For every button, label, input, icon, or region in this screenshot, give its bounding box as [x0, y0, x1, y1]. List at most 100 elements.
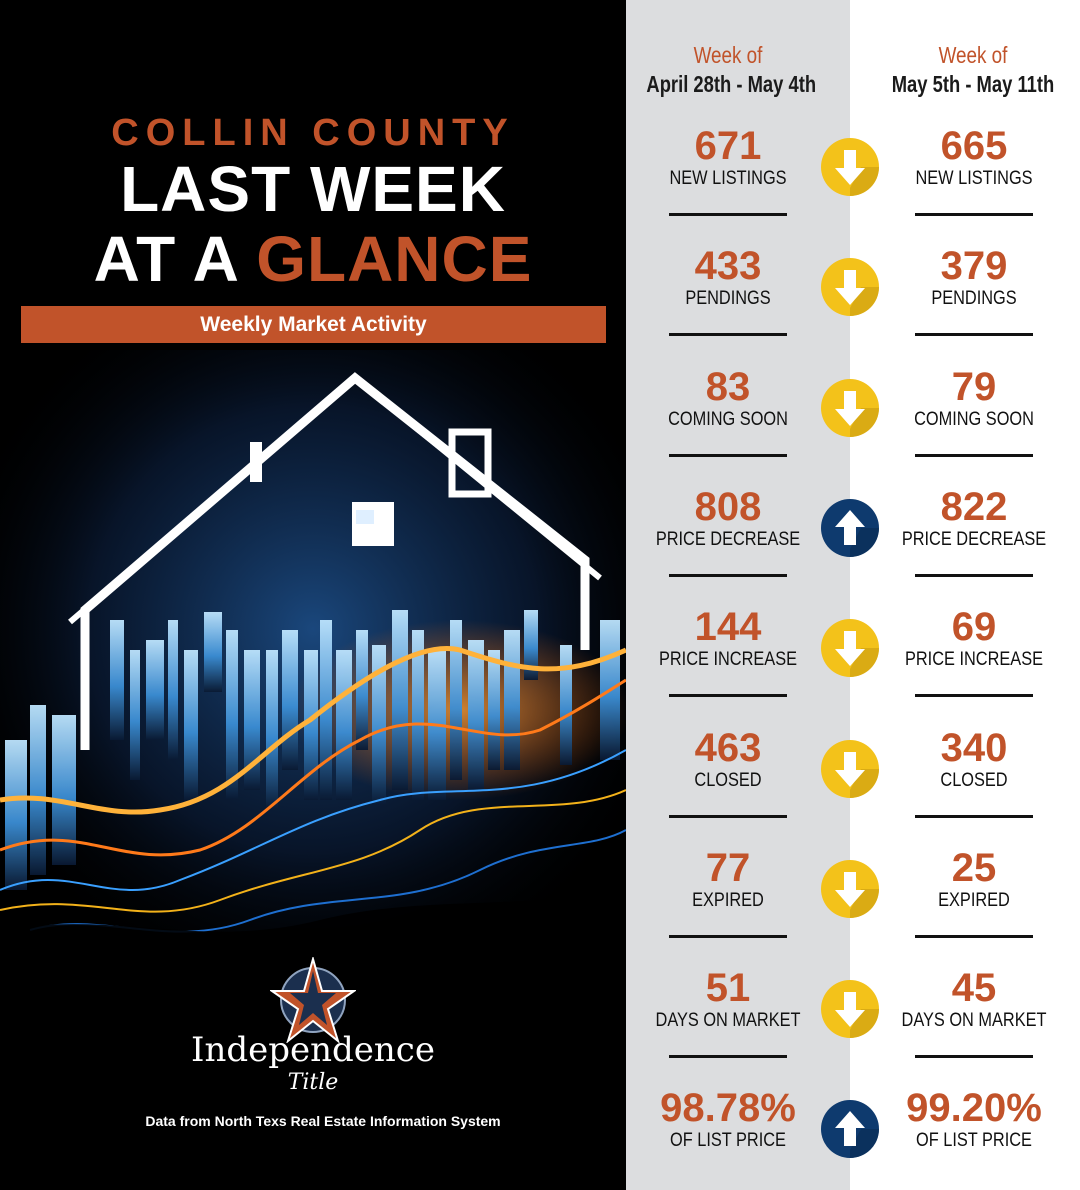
metric-value: 822	[940, 484, 1008, 529]
divider	[915, 213, 1033, 216]
metric-label: COMING SOON	[668, 408, 788, 430]
previous-week-metric: 77 EXPIRED	[636, 846, 820, 912]
logo-subtitle: Title	[287, 1070, 339, 1095]
trend-down-arrow-icon	[821, 619, 879, 678]
divider	[669, 213, 787, 216]
metric-value: 79	[951, 364, 997, 409]
metric-value: 98.78%	[660, 1086, 796, 1131]
divider	[915, 1055, 1033, 1059]
metric-value: 45	[951, 966, 997, 1011]
metric-value: 144	[694, 605, 762, 650]
metric-value: 665	[940, 124, 1008, 168]
current-week-metric: 822 PRICE DECREASE	[882, 485, 1066, 551]
divider	[915, 694, 1033, 698]
metric-label: OF LIST PRICE	[916, 1130, 1032, 1152]
headline-line1: LAST WEEK	[120, 153, 506, 225]
metric-value: 463	[694, 725, 762, 770]
metric-label: EXPIRED	[938, 889, 1010, 911]
metric-value: 25	[951, 845, 997, 890]
divider	[915, 934, 1033, 938]
previous-week-metric: 83 COMING SOON	[636, 365, 820, 431]
current-week-metric: 25 EXPIRED	[882, 846, 1066, 912]
metric-label: EXPIRED	[692, 889, 764, 911]
metric-value: 808	[694, 484, 762, 529]
hero-panel: COLLIN COUNTY LAST WEEK AT A GLANCE Week…	[0, 0, 626, 1190]
divider	[669, 934, 787, 938]
metric-value: 99.20%	[906, 1086, 1042, 1131]
divider	[669, 814, 787, 818]
current-week-header: Week of May 5th - May 11th	[862, 42, 1080, 98]
metric-label: PRICE DECREASE	[655, 528, 801, 550]
current-week-column	[850, 0, 1080, 1190]
divider	[669, 694, 787, 698]
metric-label: OF LIST PRICE	[670, 1130, 786, 1152]
trend-down-arrow-icon	[821, 378, 879, 437]
divider	[669, 453, 787, 457]
previous-week-metric: 808 PRICE DECREASE	[636, 485, 820, 551]
previous-week-header: Week of April 28th - May 4th	[626, 42, 830, 98]
current-week-metric: 69 PRICE INCREASE	[882, 605, 1066, 671]
county-title: COLLIN COUNTY	[111, 112, 515, 154]
metric-value: 671	[694, 124, 762, 168]
divider	[669, 1055, 787, 1059]
metric-label: PRICE INCREASE	[658, 649, 798, 671]
metric-value: 77	[705, 845, 751, 890]
trend-up-arrow-icon	[821, 1100, 879, 1159]
metric-value: 51	[705, 966, 751, 1011]
subtitle-banner: Weekly Market Activity	[21, 306, 606, 343]
trend-down-arrow-icon	[821, 859, 879, 918]
current-week-metric: 79 COMING SOON	[882, 365, 1066, 431]
metric-label: NEW LISTINGS	[669, 168, 787, 189]
metric-label: CLOSED	[694, 769, 762, 791]
current-week-metric: 665 NEW LISTINGS	[882, 124, 1066, 190]
divider	[915, 814, 1033, 818]
logo-wordmark: Independence	[191, 1030, 435, 1070]
metric-label: COMING SOON	[914, 408, 1034, 430]
headline-line2: AT A GLANCE	[0, 222, 626, 296]
current-week-metric: 99.20% OF LIST PRICE	[882, 1086, 1066, 1152]
headline-line2-white: AT A	[93, 223, 257, 295]
current-week-range: May 5th - May 11th	[891, 71, 1055, 97]
metric-label: CLOSED	[940, 769, 1008, 791]
divider	[915, 333, 1033, 337]
trend-down-arrow-icon	[821, 739, 879, 798]
previous-week-metric: 144 PRICE INCREASE	[636, 605, 820, 671]
divider	[669, 573, 787, 577]
metric-label: PRICE DECREASE	[901, 528, 1047, 550]
metric-label: PENDINGS	[931, 288, 1017, 310]
divider	[915, 573, 1033, 577]
current-week-metric: 45 DAYS ON MARKET	[882, 966, 1066, 1032]
house-chart-illustration	[0, 350, 626, 970]
previous-week-metric: 463 CLOSED	[636, 726, 820, 792]
divider	[669, 333, 787, 337]
previous-week-metric: 433 PENDINGS	[636, 244, 820, 310]
metric-value: 433	[694, 244, 762, 289]
metric-label: DAYS ON MARKET	[901, 1010, 1047, 1032]
current-week-metric: 340 CLOSED	[882, 726, 1066, 792]
previous-week-metric: 51 DAYS ON MARKET	[636, 966, 820, 1032]
metric-label: DAYS ON MARKET	[655, 1010, 801, 1032]
previous-week-label: Week of	[693, 42, 763, 68]
metric-value: 83	[705, 364, 751, 409]
divider	[915, 453, 1033, 457]
previous-week-column	[626, 0, 850, 1190]
trend-down-arrow-icon	[821, 138, 879, 196]
headline-line2-orange: GLANCE	[256, 223, 533, 295]
metric-label: NEW LISTINGS	[915, 168, 1033, 189]
metric-label: PENDINGS	[685, 288, 771, 310]
current-week-metric: 379 PENDINGS	[882, 244, 1066, 310]
current-week-label: Week of	[938, 42, 1008, 68]
previous-week-metric: 98.78% OF LIST PRICE	[636, 1086, 820, 1152]
source-note: Data from North Texs Real Estate Informa…	[145, 1113, 501, 1129]
trend-up-arrow-icon	[821, 498, 879, 557]
star-logo-icon	[270, 957, 356, 1043]
metric-value: 340	[940, 725, 1008, 770]
previous-week-metric: 671 NEW LISTINGS	[636, 124, 820, 190]
previous-week-range: April 28th - May 4th	[646, 71, 817, 97]
trend-down-arrow-icon	[821, 980, 879, 1039]
trend-down-arrow-icon	[821, 258, 879, 317]
metric-value: 69	[951, 605, 997, 650]
metric-value: 379	[940, 244, 1008, 289]
metric-label: PRICE INCREASE	[904, 649, 1044, 671]
